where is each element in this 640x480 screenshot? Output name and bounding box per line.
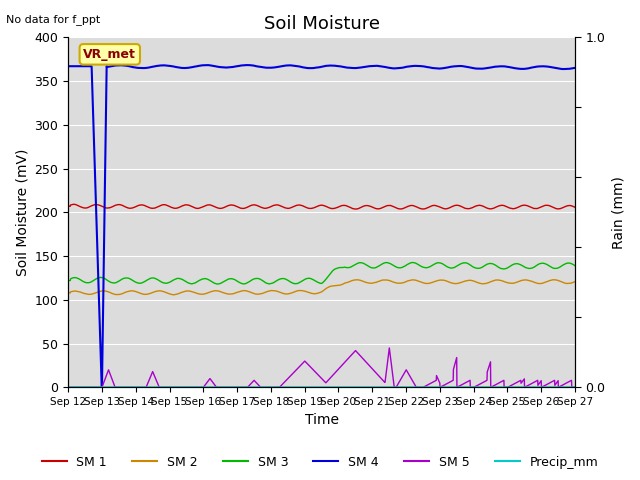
SM 1 <box>541 203 548 208</box>
SM 3 <box>571 263 579 269</box>
SM 4 <box>64 63 72 69</box>
Precip_mm <box>347 384 355 390</box>
SM 3 <box>213 281 221 287</box>
Line: SM 5: SM 5 <box>68 348 575 387</box>
SM 4 <box>337 63 344 69</box>
SM 2 <box>571 279 579 285</box>
Precip_mm <box>540 384 548 390</box>
SM 4 <box>98 384 106 390</box>
Precip_mm <box>468 384 476 390</box>
SM 2 <box>550 277 557 283</box>
SM 3 <box>469 264 477 270</box>
Text: VR_met: VR_met <box>83 48 136 61</box>
SM 2 <box>336 282 344 288</box>
SM 5 <box>336 365 344 371</box>
SM 3 <box>541 261 548 266</box>
SM 2 <box>206 289 214 295</box>
SM 4 <box>469 65 477 71</box>
SM 1 <box>352 206 360 212</box>
SM 4 <box>541 63 548 69</box>
Line: SM 4: SM 4 <box>68 65 575 387</box>
Text: No data for f_ppt: No data for f_ppt <box>6 14 100 25</box>
SM 5 <box>571 384 579 390</box>
SM 2 <box>527 278 534 284</box>
SM 1 <box>527 204 534 210</box>
SM 5 <box>385 345 393 351</box>
SM 4 <box>527 65 534 71</box>
Legend: SM 1, SM 2, SM 3, SM 4, SM 5, Precip_mm: SM 1, SM 2, SM 3, SM 4, SM 5, Precip_mm <box>36 451 604 474</box>
Precip_mm <box>571 384 579 390</box>
X-axis label: Time: Time <box>305 413 339 427</box>
SM 5 <box>64 384 72 390</box>
Precip_mm <box>205 384 213 390</box>
SM 4 <box>206 62 214 68</box>
SM 3 <box>408 260 416 265</box>
Y-axis label: Rain (mm): Rain (mm) <box>611 176 625 249</box>
SM 1 <box>571 204 579 210</box>
SM 5 <box>527 381 534 387</box>
SM 5 <box>347 353 355 359</box>
SM 4 <box>348 65 355 71</box>
SM 1 <box>336 204 344 209</box>
SM 5 <box>541 383 548 389</box>
SM 1 <box>469 204 477 210</box>
SM 1 <box>348 205 355 211</box>
SM 2 <box>64 290 72 296</box>
Precip_mm <box>526 384 534 390</box>
SM 3 <box>64 278 72 284</box>
Precip_mm <box>64 384 72 390</box>
SM 3 <box>205 277 213 283</box>
SM 2 <box>469 278 477 284</box>
SM 3 <box>348 264 355 270</box>
Line: SM 1: SM 1 <box>68 204 575 209</box>
SM 1 <box>70 202 77 207</box>
SM 1 <box>64 204 72 209</box>
Precip_mm <box>336 384 344 390</box>
SM 5 <box>205 376 213 382</box>
Line: SM 3: SM 3 <box>68 263 575 284</box>
SM 2 <box>348 278 355 284</box>
SM 1 <box>206 202 214 208</box>
SM 5 <box>469 384 477 390</box>
Title: Soil Moisture: Soil Moisture <box>264 15 380 33</box>
SM 2 <box>169 292 177 298</box>
SM 2 <box>541 280 548 286</box>
Line: SM 2: SM 2 <box>68 280 575 295</box>
Y-axis label: Soil Moisture (mV): Soil Moisture (mV) <box>15 149 29 276</box>
SM 4 <box>571 65 579 71</box>
SM 4 <box>243 62 250 68</box>
SM 3 <box>336 264 344 270</box>
SM 3 <box>527 265 534 271</box>
